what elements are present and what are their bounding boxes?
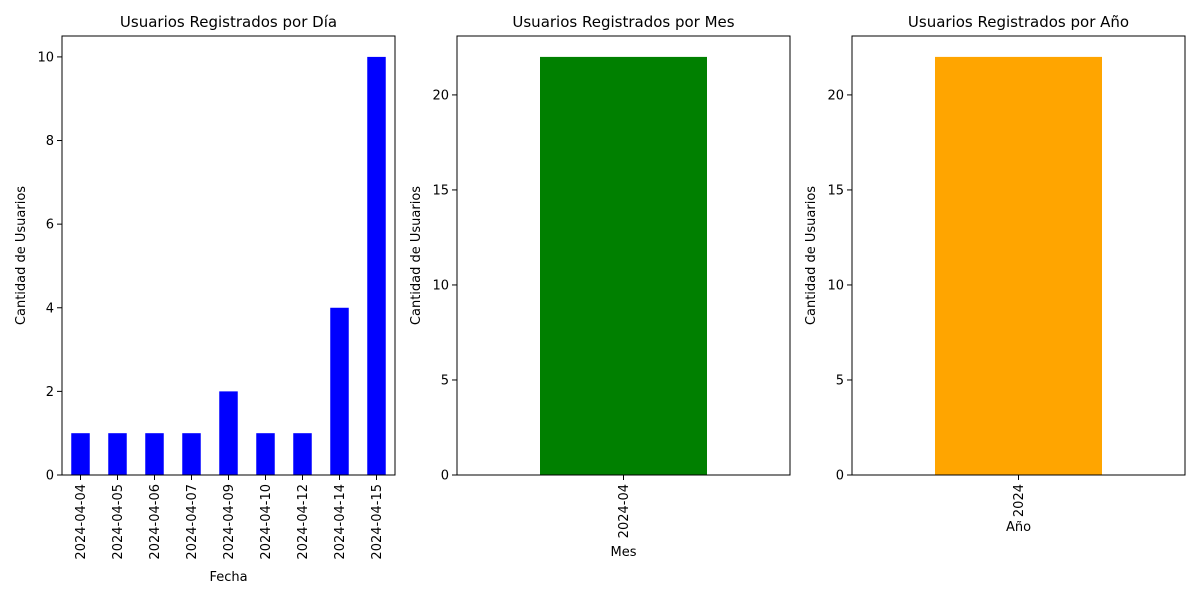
x-tick-label: 2024-04-04 bbox=[74, 484, 89, 560]
y-axis-label: Cantidad de Usuarios bbox=[14, 186, 29, 325]
y-axis-label: Cantidad de Usuarios bbox=[804, 186, 819, 325]
y-tick-label: 0 bbox=[46, 469, 54, 484]
bar-2024-04-14 bbox=[330, 307, 349, 475]
bar-2024-04-04 bbox=[71, 433, 90, 475]
bar-2024 bbox=[935, 56, 1102, 476]
y-tick-label: 6 bbox=[46, 218, 54, 233]
chart-title: Usuarios Registrados por Mes bbox=[512, 13, 734, 31]
y-tick-label: 10 bbox=[37, 50, 54, 65]
y-tick-label: 5 bbox=[441, 373, 449, 388]
chart-title: Usuarios Registrados por Año bbox=[908, 13, 1129, 31]
x-axis-label: Fecha bbox=[209, 570, 247, 585]
x-tick-label: 2024-04-10 bbox=[259, 484, 274, 560]
x-tick-label: 2024-04 bbox=[617, 484, 632, 538]
bar-2024-04-07 bbox=[182, 433, 201, 475]
chart-title: Usuarios Registrados por Día bbox=[120, 13, 337, 31]
y-tick-label: 15 bbox=[827, 183, 844, 198]
y-tick-label: 20 bbox=[432, 88, 449, 103]
bar-2024-04-10 bbox=[256, 433, 275, 475]
y-tick-label: 8 bbox=[46, 134, 54, 149]
x-tick-label: 2024 bbox=[1012, 484, 1027, 517]
bar-2024-04-06 bbox=[145, 433, 164, 475]
y-tick-label: 0 bbox=[836, 469, 844, 484]
y-tick-label: 20 bbox=[827, 88, 844, 103]
bar-2024-04 bbox=[540, 56, 707, 476]
x-tick-label: 2024-04-14 bbox=[333, 484, 348, 560]
x-tick-label: 2024-04-07 bbox=[185, 484, 200, 560]
x-axis-label: Año bbox=[1006, 520, 1031, 535]
bar-2024-04-12 bbox=[293, 433, 312, 475]
y-tick-label: 2 bbox=[46, 385, 54, 400]
x-tick-label: 2024-04-12 bbox=[296, 484, 311, 560]
y-tick-label: 4 bbox=[46, 301, 54, 316]
y-tick-label: 10 bbox=[827, 278, 844, 293]
x-tick-label: 2024-04-06 bbox=[148, 484, 163, 560]
bar-2024-04-05 bbox=[108, 433, 127, 475]
y-tick-label: 10 bbox=[432, 278, 449, 293]
x-tick-label: 2024-04-09 bbox=[222, 484, 237, 560]
y-tick-label: 5 bbox=[836, 373, 844, 388]
x-tick-label: 2024-04-15 bbox=[370, 484, 385, 560]
x-tick-label: 2024-04-05 bbox=[111, 484, 126, 560]
y-tick-label: 15 bbox=[432, 183, 449, 198]
y-axis-label: Cantidad de Usuarios bbox=[409, 186, 424, 325]
y-tick-label: 0 bbox=[441, 469, 449, 484]
x-axis-label: Mes bbox=[611, 545, 637, 560]
bar-2024-04-15 bbox=[367, 56, 386, 476]
bar-2024-04-09 bbox=[219, 391, 238, 475]
